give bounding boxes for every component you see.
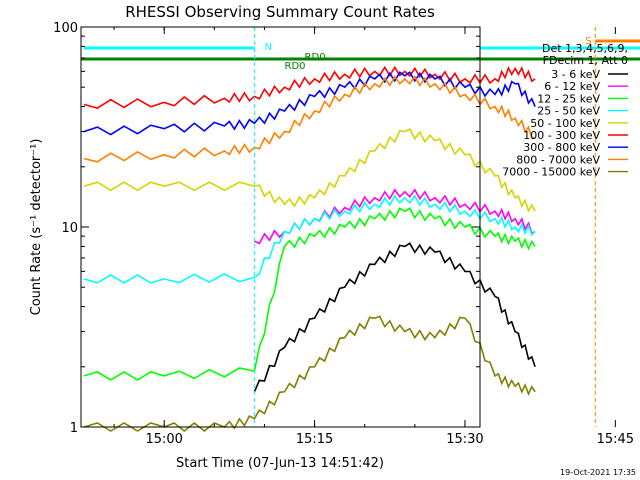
x-tick-label: 15:15 bbox=[296, 432, 333, 447]
series-line-5 bbox=[83, 128, 536, 213]
data-gap bbox=[595, 28, 640, 427]
legend-entry-label: 300 - 800 keV bbox=[523, 141, 600, 154]
series-line-1 bbox=[253, 242, 536, 393]
series-line-8 bbox=[83, 75, 536, 163]
legend-entry-label: 3 - 6 keV bbox=[551, 68, 600, 81]
legend: Det 1,3,4,5,6,9,FDecim 1, Att 03 - 6 keV… bbox=[502, 42, 628, 179]
legend-entry-label: 25 - 50 keV bbox=[537, 105, 600, 118]
legend-header: FDecim 1, Att 0 bbox=[543, 54, 628, 67]
timestamp: 19-Oct-2021 17:35 bbox=[560, 468, 636, 477]
flag-annotation: S bbox=[585, 36, 591, 47]
legend-entry-label: 100 - 300 keV bbox=[523, 129, 600, 142]
series-line-9 bbox=[83, 315, 536, 433]
y-tick-label: 100 bbox=[53, 21, 78, 36]
flag-bars: NSRD0RD0N bbox=[81, 27, 640, 427]
x-axis-label: Start Time (07-Jun-13 14:51:42) bbox=[176, 456, 384, 471]
y-tick-label: 10 bbox=[61, 221, 78, 236]
legend-entry-label: 800 - 7000 keV bbox=[516, 153, 600, 166]
legend-entry-label: 12 - 25 keV bbox=[537, 92, 600, 105]
series-line-6 bbox=[83, 65, 536, 109]
x-tick-label: 15:45 bbox=[597, 432, 634, 447]
chart-title: RHESSI Observing Summary Count Rates bbox=[125, 3, 435, 21]
flag-annotation: RD0 bbox=[285, 61, 306, 72]
flag-annotation: RD0 bbox=[305, 52, 326, 63]
series-line-4 bbox=[83, 194, 536, 284]
y-tick-label: 1 bbox=[70, 421, 78, 436]
legend-entry-label: 7000 - 15000 keV bbox=[502, 166, 600, 179]
axis-ticks: 15:0015:1515:3015:4516:0016:1516:3011010… bbox=[53, 21, 634, 447]
x-tick-label: 15:30 bbox=[446, 432, 483, 447]
flag-annotation: N bbox=[264, 42, 271, 53]
legend-entry-label: 50 - 100 keV bbox=[530, 117, 600, 130]
series-line-7 bbox=[83, 71, 536, 136]
legend-header: Det 1,3,4,5,6,9, bbox=[542, 42, 628, 55]
y-axis-label: Count Rate (s⁻¹ detector⁻¹) bbox=[29, 139, 44, 316]
x-tick-label: 15:00 bbox=[145, 432, 182, 447]
legend-entry-label: 6 - 12 keV bbox=[544, 80, 600, 93]
